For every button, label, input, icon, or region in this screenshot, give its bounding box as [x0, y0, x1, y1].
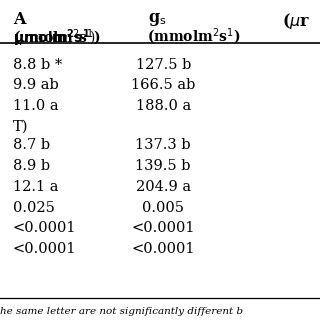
Text: g$_\mathrm{s}$: g$_\mathrm{s}$: [148, 11, 166, 28]
Text: <0.0001: <0.0001: [132, 221, 195, 236]
Text: 0.025: 0.025: [13, 201, 55, 215]
Text: 8.7 b: 8.7 b: [13, 138, 50, 152]
Text: 166.5 ab: 166.5 ab: [131, 78, 196, 92]
Text: 8.9 b: 8.9 b: [13, 159, 50, 173]
Text: 11.0 a: 11.0 a: [13, 99, 59, 113]
Text: ($\mu$r: ($\mu$r: [282, 11, 310, 31]
Text: 204.9 a: 204.9 a: [136, 180, 191, 194]
Text: 9.9 ab: 9.9 ab: [13, 78, 59, 92]
Text: 0.005: 0.005: [142, 201, 184, 215]
Text: 127.5 b: 127.5 b: [135, 58, 191, 72]
Text: 12.1 a: 12.1 a: [13, 180, 58, 194]
Text: 188.0 a: 188.0 a: [136, 99, 191, 113]
Text: 137.3 b: 137.3 b: [135, 138, 191, 152]
Text: <0.0001: <0.0001: [13, 221, 76, 236]
Text: 8.8 b *: 8.8 b *: [13, 58, 62, 72]
Text: (mmolm$^2$s$^1$): (mmolm$^2$s$^1$): [147, 27, 241, 47]
Text: ($\mu$molm$^2$s$^1$): ($\mu$molm$^2$s$^1$): [13, 27, 100, 49]
Text: A: A: [13, 11, 25, 28]
Text: $\bf{\mu}$$\bf{molm^2s^1}$): $\bf{\mu}$$\bf{molm^2s^1}$): [13, 27, 95, 49]
Text: 139.5 b: 139.5 b: [135, 159, 191, 173]
Text: he same letter are not significantly different b: he same letter are not significantly dif…: [0, 307, 243, 316]
Text: <0.0001: <0.0001: [132, 242, 195, 256]
Text: T): T): [13, 120, 28, 134]
Text: <0.0001: <0.0001: [13, 242, 76, 256]
